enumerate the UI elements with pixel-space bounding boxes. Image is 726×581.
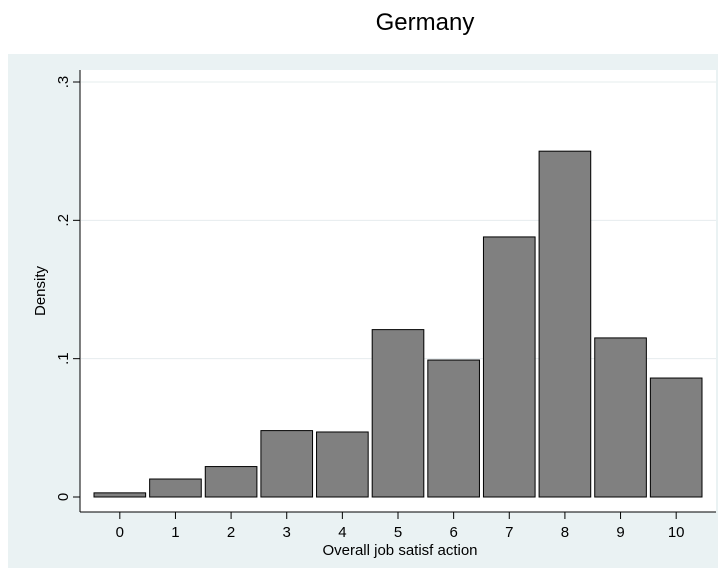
y-axis-label: Density xyxy=(32,265,49,316)
x-tick-label: 1 xyxy=(171,524,179,541)
y-tick-label: .3 xyxy=(55,76,72,89)
x-tick-label: 8 xyxy=(561,524,569,541)
y-axis-ticks: 0 .1 .2 .3 xyxy=(55,76,80,501)
x-axis-label: Overall job satisf action xyxy=(322,542,477,559)
x-tick-label: 9 xyxy=(616,524,624,541)
bar xyxy=(260,430,314,498)
bar xyxy=(204,466,258,498)
x-axis-ticks: 0 1 2 3 4 5 6 7 8 9 10 xyxy=(116,512,685,541)
bar xyxy=(594,337,647,498)
chart-title: Germany xyxy=(376,9,475,36)
bar xyxy=(538,150,592,498)
bar xyxy=(316,431,369,498)
x-tick-label: 5 xyxy=(394,524,402,541)
bar xyxy=(482,236,536,498)
x-tick-label: 2 xyxy=(227,524,235,541)
y-tick-label: 0 xyxy=(55,493,72,501)
x-tick-label: 4 xyxy=(338,524,346,541)
x-tick-label: 10 xyxy=(668,524,685,541)
bar xyxy=(93,492,147,498)
y-tick-label: .1 xyxy=(55,352,72,365)
bars xyxy=(93,150,703,498)
y-tick-label: .2 xyxy=(55,214,72,227)
x-tick-label: 6 xyxy=(449,524,457,541)
bar xyxy=(149,478,202,498)
bar xyxy=(649,377,703,498)
x-tick-label: 3 xyxy=(283,524,291,541)
x-tick-label: 0 xyxy=(116,524,124,541)
x-tick-label: 7 xyxy=(505,524,513,541)
bar xyxy=(427,359,480,498)
bar xyxy=(371,329,425,498)
